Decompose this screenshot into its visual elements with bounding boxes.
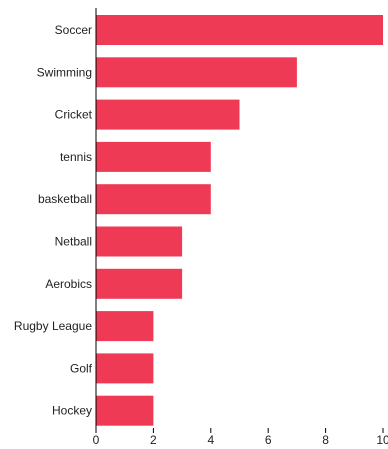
x-tick-label: 2 — [150, 433, 157, 447]
category-label: Hockey — [52, 404, 92, 418]
bar-hockey — [96, 395, 154, 426]
bar-tennis — [96, 141, 211, 172]
x-axis-ticks: 0 2 4 6 8 10 — [93, 428, 388, 447]
x-tick-label: 6 — [265, 433, 272, 447]
x-tick-label: 10 — [376, 433, 388, 447]
bar-rugby-league — [96, 311, 154, 342]
category-label: Netball — [55, 235, 92, 249]
category-label: Rugby League — [14, 319, 92, 333]
bar-swimming — [96, 57, 297, 88]
bar-cricket — [96, 99, 240, 130]
category-label: Soccer — [55, 23, 92, 37]
category-label: Golf — [70, 361, 93, 375]
category-label: basketball — [38, 192, 92, 206]
bar-basketball — [96, 184, 211, 215]
category-label: Aerobics — [45, 277, 92, 291]
x-tick-label: 0 — [93, 433, 100, 447]
x-tick-label: 8 — [322, 433, 329, 447]
bar-netball — [96, 226, 183, 257]
bar-soccer — [96, 15, 383, 45]
x-tick-label: 4 — [207, 433, 214, 447]
category-labels: Soccer Swimming Cricket tennis basketball Net… — [14, 23, 93, 418]
category-label: Cricket — [55, 108, 93, 122]
bar-aerobics — [96, 268, 183, 299]
bar-golf — [96, 353, 154, 384]
category-label: Swimming — [37, 65, 92, 79]
bars-group — [96, 15, 383, 426]
category-label: tennis — [60, 150, 92, 164]
